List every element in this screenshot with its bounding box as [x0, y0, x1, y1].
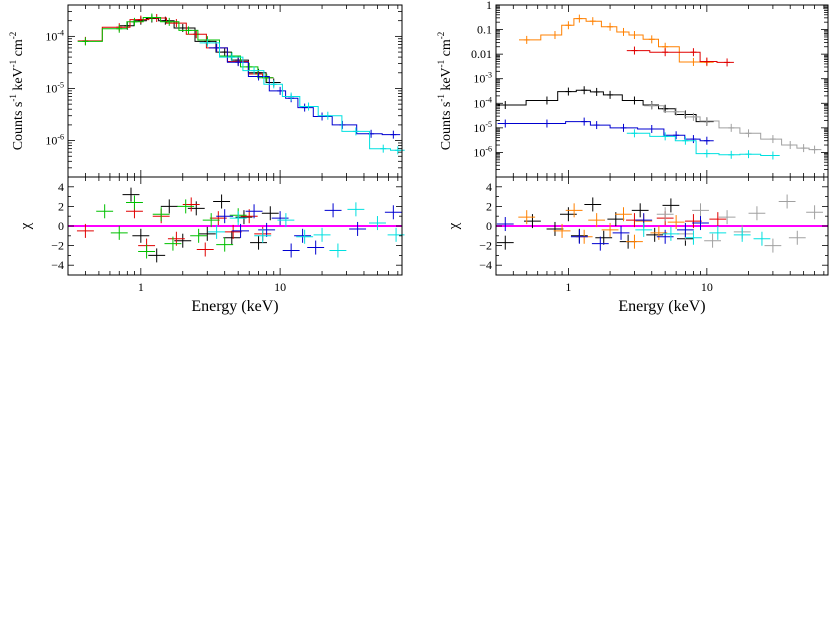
y-tick-label: 10-4 [45, 28, 64, 43]
residual-series-0 [122, 187, 279, 263]
model-step-line [626, 132, 780, 156]
model-step-line [497, 89, 714, 123]
series-3 [644, 101, 822, 154]
y-tick-label: −2 [479, 239, 492, 253]
model-step-line [77, 17, 274, 79]
y-tick-label: 0 [58, 219, 64, 233]
residual-series-4 [496, 213, 709, 251]
series-1 [77, 14, 274, 82]
model-step-line [497, 121, 714, 142]
residual-series-5 [635, 222, 771, 246]
y-tick-label: 2 [58, 199, 64, 213]
series-0 [119, 14, 281, 87]
y-tick-label: 10-3 [473, 71, 492, 86]
y-tick-label: 10-4 [473, 95, 492, 110]
panel-left-spectrum: 10-6 10-5 10-4 Counts s-1 keV-1 cm-2 [8, 4, 405, 178]
y-tick-label: 1 [486, 0, 492, 12]
model-step-line [644, 105, 822, 151]
x-tick-label: 1 [138, 280, 144, 294]
plot-frame [67, 4, 403, 178]
y-tick-label: 2 [486, 199, 492, 213]
y-tick-label: 4 [58, 180, 64, 194]
residual-series-1 [76, 197, 272, 257]
x-axis-label: Energy (keV) [191, 298, 278, 315]
model-step-line [626, 50, 734, 63]
y-tick-label: −2 [51, 239, 64, 253]
model-step-line [208, 47, 401, 136]
y-tick-label: 4 [486, 180, 492, 194]
panel-left-residuals: −4 −2 0 2 4 1 10 χ Energy (keV) [18, 176, 405, 315]
x-tick-label: 10 [701, 280, 713, 294]
x-axis-label: Energy (keV) [618, 298, 705, 315]
y-tick-label: 10-5 [45, 80, 64, 95]
series-0 [519, 14, 714, 67]
x-tick-label: 1 [565, 280, 571, 294]
model-step-line [519, 18, 714, 63]
model-step-line [199, 42, 405, 151]
y-tick-label: 10-6 [45, 133, 64, 148]
x-tick-label: 10 [274, 280, 286, 294]
model-step-line [77, 17, 274, 79]
residual-series-4 [208, 202, 405, 258]
y-tick-label: 10-6 [473, 144, 492, 159]
y-tick-label: −4 [51, 258, 64, 272]
y-tick-label: 10-5 [473, 120, 492, 135]
plot-frame [495, 4, 829, 178]
series-2 [77, 13, 274, 82]
y-axis-label: χ [446, 222, 462, 230]
y-axis-label: Counts s-1 keV-1 cm-2 [436, 32, 454, 151]
y-axis-label: Counts s-1 keV-1 cm-2 [8, 32, 26, 151]
y-tick-label: 0.01 [471, 47, 492, 61]
series-4 [199, 38, 405, 155]
series-5 [626, 129, 780, 160]
residual-series-2 [96, 195, 247, 259]
series-4 [497, 117, 714, 145]
series-1 [626, 46, 734, 67]
panel-right-spectrum: 10-6 10-5 10-4 10-3 0.01 0.1 1 Counts s-1 keV-1… [436, 0, 829, 178]
panel-right-residuals: −4 −2 0 2 4 1 10 χ Energy (keV) [446, 176, 829, 315]
y-axis-label: χ [18, 222, 34, 230]
y-tick-label: −4 [479, 258, 492, 272]
y-tick-label: 0 [486, 219, 492, 233]
series-2 [497, 86, 714, 126]
residual-series-3 [656, 194, 823, 253]
y-tick-label: 0.1 [477, 23, 492, 37]
series-3 [208, 43, 401, 139]
residual-series-3 [216, 203, 402, 258]
